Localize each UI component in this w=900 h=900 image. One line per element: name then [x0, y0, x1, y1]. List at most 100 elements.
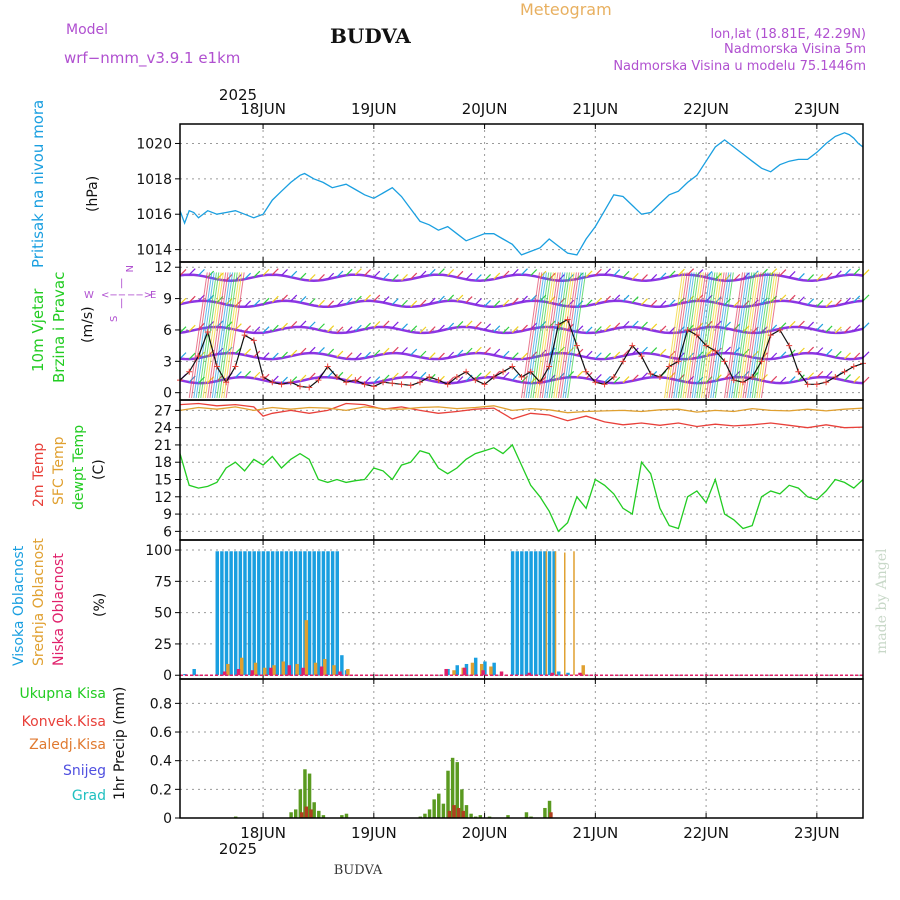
wind-speed-marker: [703, 342, 710, 349]
wind-barb: [622, 320, 630, 328]
wind-speed-marker: [361, 381, 368, 388]
cloud-bar: [527, 672, 531, 676]
panel-frame: [179, 678, 864, 819]
wind-speed-marker: [813, 381, 820, 388]
wind-barb: [585, 299, 593, 307]
cloud-bar: [332, 665, 336, 676]
precip-bar: [423, 813, 427, 818]
cloud-bar: [510, 551, 515, 676]
wind-barb: [807, 346, 815, 354]
watermark: made by Angel: [874, 548, 890, 654]
wind-fan: [707, 272, 727, 398]
y-tick-label: 0.6: [150, 725, 172, 741]
wind-barb: [179, 352, 187, 360]
wind-barb: [465, 347, 473, 355]
day-label-bottom: 23JUN: [794, 824, 840, 842]
wind-barb: [641, 274, 648, 281]
precip-bar: [450, 757, 455, 818]
compass-bar-top: |: [120, 278, 123, 289]
wind-speed-marker: [223, 379, 230, 386]
wind-barb: [253, 326, 261, 334]
wind-barb: [391, 298, 399, 305]
wind-speed-marker: [776, 326, 783, 333]
cloud-bar: [303, 551, 307, 676]
wind-speed-marker: [241, 332, 248, 339]
wind-speed-marker: [527, 368, 534, 375]
wind-speed-marker: [564, 316, 571, 323]
cloud-bar: [287, 665, 291, 676]
cloud-bar: [238, 551, 243, 676]
wind-barb: [391, 372, 399, 380]
compass-s: S: [109, 316, 120, 322]
precip-bar: [447, 810, 452, 818]
cloud-bar: [557, 671, 561, 676]
cloud-bar: [289, 551, 293, 676]
wind-barb: [631, 272, 639, 280]
precip-bar: [299, 812, 304, 818]
time-axis-bottom: 18JUN 19JUN 20JUN 21JUN 22JUN 23JUN: [240, 824, 840, 842]
precip-bar: [452, 805, 456, 818]
wind-speed-marker: [850, 363, 857, 370]
y-tick-label: 0.8: [150, 696, 172, 712]
wind-barb: [585, 326, 593, 334]
wind-barb: [761, 268, 768, 276]
wind-speed-marker: [444, 381, 451, 388]
wind-fan: [730, 272, 750, 398]
wind-barb: [521, 268, 528, 276]
wind-barb: [641, 298, 648, 306]
wind-fan: [694, 272, 714, 398]
wind-barb: [382, 296, 390, 303]
legend-konvek-kisa: Konvek.Kisa: [22, 714, 106, 730]
year-top: 2025: [219, 86, 257, 104]
wind-barb: [373, 270, 381, 278]
wind-barb: [281, 351, 288, 359]
wind-barb: [401, 274, 408, 281]
wind-barb: [382, 320, 390, 328]
wind-speed-marker: [583, 368, 590, 375]
cloud-bar: [578, 672, 582, 676]
wind-barb: [271, 324, 279, 332]
model-elevation-label: Nadmorska Visina u modelu 75.1446m: [613, 59, 866, 74]
wind-barb: [253, 270, 261, 278]
wind-barb: [401, 371, 408, 378]
wind-speed-marker: [601, 381, 608, 388]
wind-fan: [682, 272, 702, 398]
wind-fan: [523, 272, 543, 398]
wind-speed-marker: [481, 381, 488, 388]
wind-fan: [207, 272, 227, 398]
cloud-bar: [515, 551, 519, 676]
wind-speed-marker: [389, 380, 396, 387]
wind-barb: [401, 299, 408, 307]
day-label-top: 23JUN: [794, 100, 840, 118]
wind-barb: [797, 273, 805, 280]
wind-barb: [521, 352, 528, 360]
wind-speed-marker: [509, 363, 516, 370]
wind-barb: [290, 294, 298, 302]
wind-barb: [262, 352, 270, 360]
wind-fan: [223, 272, 243, 398]
wind-series-label-1: 10m Vjetar: [29, 288, 47, 372]
wind-speed-marker: [823, 379, 830, 386]
wind-fan: [696, 272, 716, 398]
wind-barb: [825, 348, 833, 356]
precip-bar: [293, 809, 298, 818]
cloud-bar: [330, 551, 335, 676]
wind-fan: [562, 272, 582, 398]
wind-fan: [541, 272, 561, 398]
wind-speed-marker: [638, 353, 645, 360]
precip-bar: [312, 802, 316, 818]
wind-barb: [724, 346, 731, 354]
precip-legend: Ukupna Kisa Konvek.Kisa Zaledj.Kisa Snij…: [19, 686, 106, 804]
wind-barb: [502, 299, 510, 307]
precip-bar: [432, 799, 436, 818]
wind-barb: [336, 326, 344, 334]
wind-speed-marker: [204, 329, 211, 336]
wind-fan: [551, 272, 570, 398]
wind-barb: [613, 269, 621, 276]
wind-fan: [188, 272, 208, 398]
cloud-unit-label: (%): [92, 593, 108, 617]
cloud-bar: [321, 551, 326, 676]
precip-bar: [506, 815, 510, 818]
wind-barb: [447, 322, 455, 330]
